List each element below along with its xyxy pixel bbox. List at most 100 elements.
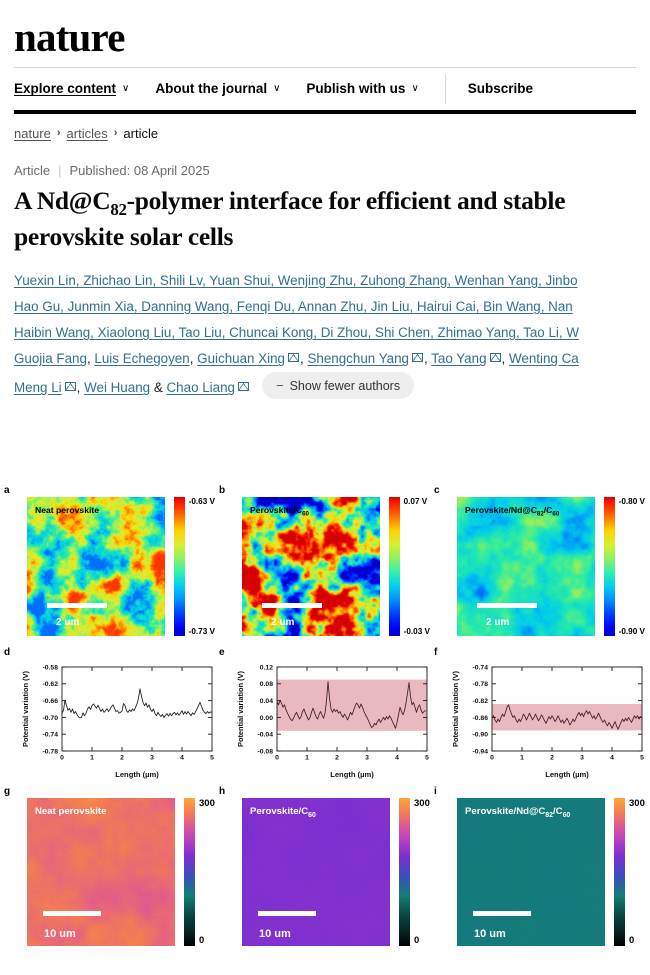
panel-h-label: Perovskite/C60 (250, 806, 316, 819)
nav-item-explore-content[interactable]: Explore content ∨ (14, 81, 129, 96)
panel-a-label: Neat perovskite (35, 505, 100, 515)
panel-a-afm-image: Neat perovskite 2 um (27, 497, 165, 636)
chevron-down-icon: ∨ (411, 83, 419, 95)
svg-text:-0.90: -0.90 (473, 732, 489, 739)
svg-text:Potential variation (V): Potential variation (V) (451, 670, 460, 747)
page-title: A Nd@C82-polymer interface for efficient… (0, 185, 650, 252)
author-link-guojia-fang[interactable]: Guojia Fang (14, 351, 87, 367)
author-link-chao-liang[interactable]: Chao Liang (166, 380, 236, 396)
svg-text:0: 0 (490, 755, 494, 762)
svg-text:2: 2 (335, 755, 339, 762)
breadcrumb-item-articles[interactable]: articles (66, 125, 108, 141)
svg-text:0.04: 0.04 (260, 698, 273, 705)
nav-item-publish-with-us[interactable]: Publish with us ∨ (306, 81, 418, 96)
envelope-icon[interactable] (288, 353, 299, 363)
panel-i-scalebar (473, 911, 531, 916)
svg-text:-0.82: -0.82 (473, 698, 489, 705)
panel-b: b Perovskite/C60 2 um 0.07 V -0.03 V (215, 484, 430, 636)
article-published-date: Published: 08 April 2025 (69, 162, 210, 178)
author-link-luis-echegoyen[interactable]: Luis Echegoyen (94, 351, 190, 367)
panel-f-letter: f (434, 647, 438, 658)
panel-c: c Perovskite/Nd@C82/C60 2 um -0.80 V -0.… (430, 484, 645, 636)
panel-c-colorbar-block: -0.80 V -0.90 V (603, 497, 645, 636)
panel-c-colorbar-ticks: -0.80 V -0.90 V (619, 497, 645, 636)
show-fewer-authors-button[interactable]: − Show fewer authors (262, 372, 415, 400)
author-link-group-1[interactable]: Yuexin Lin, Zhichao Lin, Shili Lv, Yuan … (14, 272, 578, 288)
panel-g-pl-image: Neat perovskite 10 um (27, 798, 175, 946)
panel-e-letter: e (219, 647, 225, 658)
nav-item-subscribe[interactable]: Subscribe (468, 81, 533, 96)
author-link-group-3[interactable]: Haibin Wang, Xiaolong Liu, Tao Liu, Chun… (14, 324, 579, 340)
panel-a-scalebar-label: 2 um (56, 617, 80, 628)
panel-c-label: Perovskite/Nd@C82/C60 (465, 505, 560, 518)
author-line-3: Haibin Wang, Xiaolong Liu, Tao Liu, Chun… (14, 320, 650, 346)
nature-logo[interactable]: nature (14, 14, 125, 60)
panel-b-scalebar (262, 603, 322, 608)
nav-item-subscribe-label: Subscribe (467, 81, 534, 97)
author-link-group-2[interactable]: Hao Gu, Junmin Xia, Danning Wang, Fenqi … (14, 298, 573, 314)
nav-divider (444, 73, 446, 104)
svg-text:0.00: 0.00 (260, 715, 273, 722)
author-link-shengchun-yang[interactable]: Shengchun Yang (307, 351, 409, 367)
panel-b-letter: b (219, 485, 226, 496)
panel-a-letter: a (4, 485, 10, 496)
panel-g-colorbar-min: 0 (199, 935, 205, 946)
envelope-icon[interactable] (238, 382, 249, 392)
svg-text:5: 5 (425, 755, 429, 762)
svg-text:0.12: 0.12 (260, 664, 273, 671)
author-line-1: Yuexin Lin, Zhichao Lin, Shili Lv, Yuan … (14, 268, 650, 294)
author-link-wei-huang[interactable]: Wei Huang (84, 380, 151, 396)
panel-a-colorbar-block: -0.63 V -0.73 V (173, 497, 215, 636)
panel-i-letter: i (434, 786, 437, 797)
svg-text:2: 2 (550, 755, 554, 762)
panel-i-colorbar-min: 0 (629, 935, 635, 946)
title-part-1: A Nd@C (14, 185, 111, 215)
panel-b-colorbar-min: -0.03 V (403, 627, 430, 636)
panel-b-afm-image: Perovskite/C60 2 um (242, 497, 380, 636)
svg-text:-0.74: -0.74 (473, 664, 489, 671)
svg-text:Length (µm): Length (µm) (115, 770, 159, 779)
panel-g-scalebar-label: 10 um (44, 928, 76, 940)
envelope-icon[interactable] (489, 353, 501, 363)
figure-row-ghi: g Neat perovskite 10 um 300 0 h (0, 785, 650, 946)
chevron-down-icon: ∨ (122, 83, 130, 95)
panel-a-colorbar-max: -0.63 V (188, 497, 215, 506)
author-link-guichuan-xing[interactable]: Guichuan Xing (197, 351, 285, 367)
nav-item-about-the-journal[interactable]: About the journal ∨ (155, 81, 280, 96)
envelope-icon[interactable] (411, 353, 423, 363)
panel-d: d -0.58 -0.62 -0.66 -0.70 -0.74 -0.78 0 1 2 3 4 5 Po… (0, 646, 215, 781)
envelope-icon[interactable] (64, 382, 76, 392)
panel-i-scalebar-label: 10 um (474, 928, 506, 940)
panel-h-pl-image: Perovskite/C60 10 um (242, 798, 390, 946)
panel-b-label: Perovskite/C60 (250, 505, 309, 518)
panel-c-scalebar (477, 603, 537, 608)
ampersand: & (153, 380, 163, 396)
nav-top-divider (14, 66, 636, 68)
panel-c-letter: c (434, 485, 440, 496)
svg-text:5: 5 (210, 755, 214, 762)
panel-f: f -0.74 -0.78 -0.82 -0.86 -0.90 -0.94 0 1 2 3 4 5 Po… (430, 646, 645, 781)
panel-e-chart: 0.12 0.08 0.04 0.00 -0.04 -0.080 1 2 3 4 5 Potentia… (236, 664, 429, 779)
svg-text:Potential variation (V): Potential variation (V) (236, 670, 245, 747)
svg-text:1: 1 (90, 755, 94, 762)
svg-text:-0.94: -0.94 (473, 748, 489, 755)
svg-text:1: 1 (520, 755, 524, 762)
figure-row-abc: a Neat perovskite 2 um -0.63 V -0.73 V (0, 484, 650, 636)
author-link-wenting-ca[interactable]: Wenting Ca (508, 351, 579, 367)
nav-item-explore-content-label: Explore content (14, 81, 117, 97)
breadcrumb-separator: › (56, 127, 61, 140)
title-subscript: 82 (110, 200, 127, 220)
svg-text:2: 2 (120, 755, 124, 762)
main-navigation: Explore content ∨ About the journal ∨ Pu… (0, 68, 650, 110)
svg-text:3: 3 (365, 755, 369, 762)
author-link-meng-li[interactable]: Meng Li (14, 380, 62, 396)
svg-text:-0.04: -0.04 (258, 732, 274, 739)
figure-row-def: d -0.58 -0.62 -0.66 -0.70 -0.74 -0.78 0 1 2 3 4 5 Po… (0, 646, 650, 781)
panel-g-colorbar-ticks: 300 0 (199, 798, 215, 946)
meta-divider: | (58, 162, 62, 178)
author-link-tao-yang[interactable]: Tao Yang (431, 351, 487, 367)
nav-bottom-rule (14, 109, 636, 114)
svg-text:-0.86: -0.86 (473, 715, 489, 722)
breadcrumb: nature › articles › article (0, 114, 650, 141)
breadcrumb-item-nature[interactable]: nature (14, 125, 51, 141)
